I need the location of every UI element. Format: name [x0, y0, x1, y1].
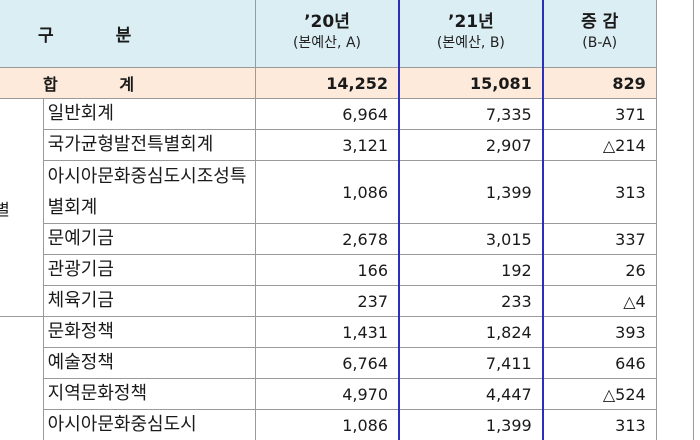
row-name: 예술정책 — [42, 347, 256, 379]
total-2021: 15,081 — [398, 67, 544, 99]
row-2020: 6,964 — [254, 98, 401, 130]
table-row: 아시아문화중심도시 1,086 1,399 313 — [0, 409, 694, 440]
row-2021: 7,335 — [398, 98, 544, 130]
row-2020: 6,764 — [254, 347, 401, 379]
row-diff: 313 — [542, 160, 657, 224]
table-row: 국가균형발전특별회계 3,121 2,907 △214 — [0, 129, 694, 161]
row-diff: 646 — [542, 347, 657, 379]
row-2021: 4,447 — [398, 378, 544, 410]
header-2021-title: ’21년 — [447, 12, 494, 32]
row-2020: 1,086 — [254, 160, 401, 224]
row-name: 아시아문화중심도시 — [42, 409, 256, 440]
row-2020: 4,970 — [254, 378, 401, 410]
header-category-part1: 구 — [38, 25, 56, 46]
row-diff: 393 — [542, 316, 657, 348]
row-2021: 2,907 — [398, 129, 544, 161]
row-2020: 1,086 — [254, 409, 401, 440]
table-row: 문예기금 2,678 3,015 337 — [0, 223, 694, 255]
group-label-2 — [0, 316, 44, 440]
table-row: 관광기금 166 192 26 — [0, 254, 694, 286]
row-diff: 337 — [542, 223, 657, 255]
total-2020: 14,252 — [254, 67, 401, 99]
total-diff: 829 — [542, 67, 657, 99]
row-diff: △214 — [542, 129, 657, 161]
total-row: 합 계 14,252 15,081 829 — [0, 67, 694, 99]
total-label-part1: 합 — [43, 75, 59, 94]
row-diff: △524 — [542, 378, 657, 410]
header-diff-title: 증 감 — [581, 12, 619, 32]
row-name: 문예기금 — [42, 223, 256, 255]
row-2021: 233 — [398, 285, 544, 317]
row-2021: 1,399 — [398, 409, 544, 440]
group-label-1: 별 — [0, 98, 44, 317]
row-name: 체육기금 — [42, 285, 256, 317]
header-2020-title: ’20년 — [304, 12, 350, 32]
row-name: 일반회계 — [42, 98, 256, 130]
table-row: 지역문화정책 4,970 4,447 △524 — [0, 378, 694, 410]
row-2020: 2,678 — [254, 223, 401, 255]
total-label: 합 계 — [0, 67, 256, 99]
row-diff: △4 — [542, 285, 657, 317]
row-name: 아시아문화중심도시조성특별회계 — [42, 160, 256, 224]
header-category-part2: 분 — [115, 25, 134, 46]
row-name: 국가균형발전특별회계 — [42, 129, 256, 161]
row-name: 지역문화정책 — [42, 378, 256, 410]
header-2020: ’20년 (본예산, A) — [254, 0, 401, 68]
row-name: 관광기금 — [42, 254, 256, 286]
table-row: 별 일반회계 6,964 7,335 371 — [0, 98, 694, 317]
total-label-part2: 계 — [119, 75, 136, 94]
header-diff-sub: (B-A) — [582, 35, 618, 51]
header-2021-sub: (본예산, B) — [436, 35, 505, 51]
extra-column — [655, 0, 695, 440]
row-2020: 237 — [254, 285, 401, 317]
header-category: 구 분 — [0, 0, 256, 68]
header-diff: 증 감 (B-A) — [542, 0, 657, 68]
row-diff: 371 — [542, 98, 657, 130]
row-2020: 166 — [254, 254, 401, 286]
table-row: 문화정책 1,431 1,824 393 — [0, 316, 694, 440]
row-2021: 192 — [398, 254, 544, 286]
row-2021: 3,015 — [398, 223, 544, 255]
header-2020-sub: (본예산, A) — [292, 35, 361, 51]
table-row: 예술정책 6,764 7,411 646 — [0, 347, 694, 379]
row-2021: 1,824 — [398, 316, 544, 348]
table-row: 아시아문화중심도시조성특별회계 1,086 1,399 313 — [0, 160, 694, 224]
row-name: 문화정책 — [42, 316, 256, 348]
row-2020: 3,121 — [254, 129, 401, 161]
header-2021: ’21년 (본예산, B) — [398, 0, 544, 68]
row-2021: 1,399 — [398, 160, 544, 224]
table-row: 체육기금 237 233 △4 — [0, 285, 694, 317]
row-2020: 1,431 — [254, 316, 401, 348]
row-diff: 313 — [542, 409, 657, 440]
row-2021: 7,411 — [398, 347, 544, 379]
row-diff: 26 — [542, 254, 657, 286]
